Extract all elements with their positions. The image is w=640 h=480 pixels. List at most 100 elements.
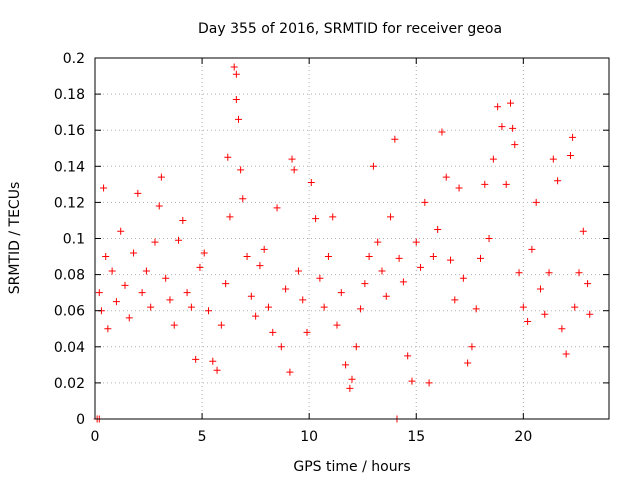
data-point (584, 280, 592, 288)
data-point (102, 253, 110, 261)
data-point (187, 303, 195, 311)
data-point (442, 173, 450, 181)
data-point (213, 366, 221, 374)
data-point (524, 318, 532, 326)
data-point (222, 280, 230, 288)
y-tick-label: 0.08 (54, 268, 85, 284)
data-point (329, 213, 337, 221)
data-point (481, 180, 489, 188)
data-point (506, 99, 514, 107)
data-point (175, 236, 183, 244)
data-point (217, 321, 225, 329)
data-point (468, 343, 476, 351)
data-point (307, 179, 315, 187)
data-point (324, 253, 332, 261)
data-point (451, 296, 459, 304)
y-tick-label: 0.04 (54, 340, 85, 356)
data-point (378, 267, 386, 275)
data-point (288, 155, 296, 163)
data-point (333, 321, 341, 329)
data-point (303, 328, 311, 336)
data-point (104, 325, 112, 333)
data-point (494, 103, 502, 111)
data-point (498, 123, 506, 131)
data-point (247, 292, 255, 300)
data-point (417, 263, 425, 271)
x-tick-label: 0 (91, 429, 100, 445)
data-point (447, 256, 455, 264)
data-point (108, 267, 116, 275)
data-point (459, 274, 467, 282)
data-point (232, 96, 240, 104)
data-point (95, 289, 103, 297)
data-point (134, 189, 142, 197)
data-point (554, 177, 562, 185)
data-point (256, 262, 264, 270)
x-tick-label: 10 (300, 429, 318, 445)
data-point (532, 198, 540, 206)
x-tick-label: 15 (407, 429, 425, 445)
data-point (429, 253, 437, 261)
data-point (369, 162, 377, 170)
y-tick-label: 0.16 (54, 123, 85, 139)
data-point (112, 298, 120, 306)
data-point (264, 303, 272, 311)
data-point (348, 375, 356, 383)
data-point (404, 352, 412, 360)
data-point (260, 245, 268, 253)
data-point (549, 155, 557, 163)
data-point (579, 227, 587, 235)
y-tick-label: 0 (76, 412, 85, 428)
y-axis-label: SRMTID / TECUs (7, 182, 23, 295)
data-point (357, 305, 365, 313)
data-point (282, 285, 290, 293)
data-point (337, 289, 345, 297)
data-point (374, 238, 382, 246)
data-point (509, 124, 517, 132)
data-point (425, 379, 433, 387)
data-point (421, 198, 429, 206)
data-point (230, 63, 238, 71)
data-point (472, 305, 480, 313)
data-point (130, 249, 138, 257)
data-point (232, 70, 240, 78)
y-tick-label: 0.12 (54, 195, 85, 211)
data-point (224, 153, 232, 161)
data-point (312, 215, 320, 223)
data-point (382, 292, 390, 300)
data-point (361, 280, 369, 288)
data-point (320, 303, 328, 311)
data-point (438, 128, 446, 136)
data-point (226, 213, 234, 221)
data-point (286, 368, 294, 376)
data-point (138, 289, 146, 297)
y-tick-label: 0.1 (63, 232, 85, 248)
data-point (316, 274, 324, 282)
data-point (536, 285, 544, 293)
data-point (151, 238, 159, 246)
data-point (277, 343, 285, 351)
data-point (399, 278, 407, 286)
x-tick-label: 5 (198, 429, 207, 445)
data-point (100, 184, 108, 192)
data-point (234, 115, 242, 123)
x-tick-label: 20 (514, 429, 532, 445)
data-point (179, 216, 187, 224)
data-point (502, 180, 510, 188)
data-point (569, 133, 577, 141)
data-point (485, 235, 493, 242)
data-point (239, 195, 247, 203)
data-point (196, 263, 204, 271)
data-point (511, 141, 519, 149)
x-axis-label: GPS time / hours (293, 459, 410, 475)
data-point (162, 274, 170, 282)
data-point (243, 253, 251, 261)
data-point (290, 166, 298, 174)
data-point (117, 227, 125, 235)
data-point (209, 357, 217, 365)
data-point (166, 296, 174, 304)
data-point (157, 173, 165, 181)
y-tick-label: 0.02 (54, 376, 85, 392)
data-point (142, 267, 150, 275)
data-point (365, 253, 373, 261)
